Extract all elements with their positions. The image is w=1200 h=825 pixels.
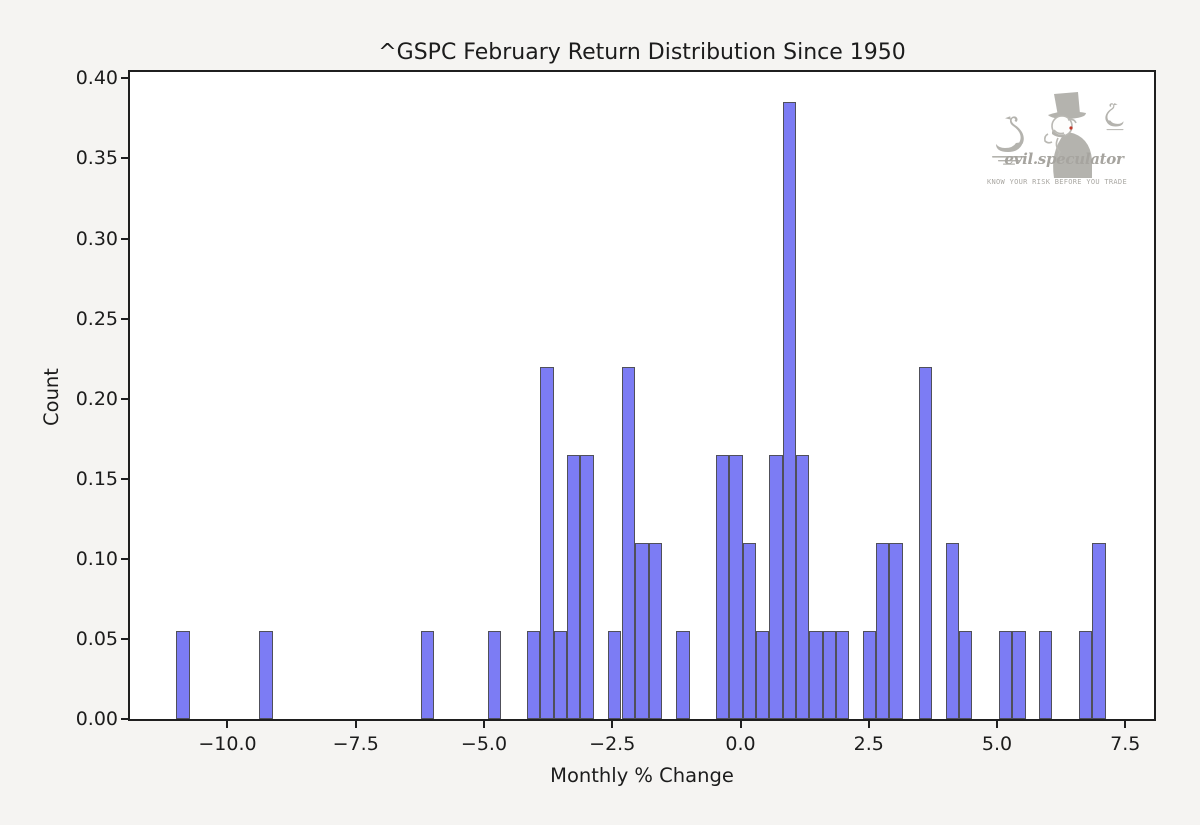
watermark-logo: evil.speculator KNOW YOUR RISK BEFORE YO… <box>982 90 1132 192</box>
histogram-bar <box>862 630 876 719</box>
y-tick-mark <box>121 397 128 400</box>
y-tick-label: 0.35 <box>75 147 118 170</box>
x-tick-label: −5.0 <box>460 733 508 755</box>
histogram-bar <box>1079 630 1093 719</box>
y-tick-mark <box>121 718 128 720</box>
histogram-bar <box>729 454 743 719</box>
top-hat-man-icon <box>1044 92 1092 178</box>
x-tick-mark <box>867 721 870 728</box>
y-tick-mark <box>121 317 128 320</box>
histogram-bar <box>742 542 756 719</box>
x-tick-mark <box>226 721 229 728</box>
x-axis-label: Monthly % Change <box>550 764 734 787</box>
histogram-bar <box>1012 630 1026 719</box>
histogram-bar <box>580 454 594 719</box>
histogram-bar <box>648 542 662 719</box>
y-tick-label: 0.00 <box>75 708 118 730</box>
watermark-tagline: KNOW YOUR RISK BEFORE YOU TRADE <box>987 178 1127 186</box>
x-tick-mark <box>482 721 485 728</box>
chart-title: ^GSPC February Return Distribution Since… <box>378 40 906 65</box>
histogram-bar <box>567 454 581 719</box>
y-tick-label: 0.15 <box>75 467 118 490</box>
y-tick-mark <box>121 157 128 160</box>
histogram-bar <box>755 630 770 719</box>
x-tick-label: −2.5 <box>589 733 636 755</box>
x-tick-label: −7.5 <box>332 733 379 755</box>
x-tick-mark <box>996 721 998 728</box>
y-tick-label: 0.20 <box>75 387 118 410</box>
y-tick-label: 0.05 <box>75 627 118 650</box>
histogram-bar <box>259 630 273 719</box>
histogram-bar <box>540 366 554 719</box>
histogram-bar <box>959 630 973 719</box>
x-tick-mark <box>354 721 357 728</box>
histogram-bar <box>553 630 568 719</box>
y-tick-label: 0.30 <box>75 227 118 250</box>
plot-area <box>128 70 1156 721</box>
histogram-bar <box>769 454 783 719</box>
x-tick-mark <box>611 721 614 728</box>
histogram-bar <box>635 542 649 719</box>
histogram-bar <box>835 630 850 719</box>
histogram-bar <box>420 630 435 719</box>
x-tick-label: 5.0 <box>981 733 1013 755</box>
histogram-bar <box>782 102 796 719</box>
x-tick-mark <box>1124 721 1127 728</box>
y-tick-mark <box>121 477 128 480</box>
histogram-bar <box>1092 542 1106 719</box>
histogram-bar <box>676 630 690 719</box>
histogram-bar <box>1039 630 1053 719</box>
y-tick-label: 0.25 <box>75 307 118 330</box>
y-tick-label: 0.40 <box>75 67 118 90</box>
x-tick-label: 7.5 <box>1110 733 1141 755</box>
histogram-bar <box>822 630 836 719</box>
x-tick-label: 2.5 <box>853 733 884 755</box>
histogram-bar <box>999 630 1013 719</box>
y-tick-mark <box>121 637 128 640</box>
histogram-bar <box>527 630 541 719</box>
x-tick-label: −10.0 <box>198 733 257 755</box>
x-tick-mark <box>739 721 742 728</box>
watermark-brand: evil.speculator <box>1004 150 1124 168</box>
histogram-bar <box>945 542 960 719</box>
y-tick-mark <box>121 77 128 80</box>
swan-left-icon <box>992 116 1026 165</box>
histogram-bar <box>918 366 932 719</box>
histogram-bar <box>621 366 636 719</box>
histogram-bar <box>889 542 903 719</box>
histogram-bar <box>875 542 890 719</box>
y-tick-mark <box>121 557 128 560</box>
histogram-bar <box>607 630 621 719</box>
histogram-bar <box>809 630 823 719</box>
histogram-bar <box>176 630 190 719</box>
y-tick-label: 0.10 <box>75 547 118 570</box>
histogram-bar <box>795 454 810 719</box>
x-tick-label: 0.0 <box>725 733 756 755</box>
swan-right-icon <box>1105 103 1124 131</box>
histogram-bar <box>715 454 730 719</box>
y-tick-mark <box>121 237 128 240</box>
histogram-bar <box>487 630 501 719</box>
